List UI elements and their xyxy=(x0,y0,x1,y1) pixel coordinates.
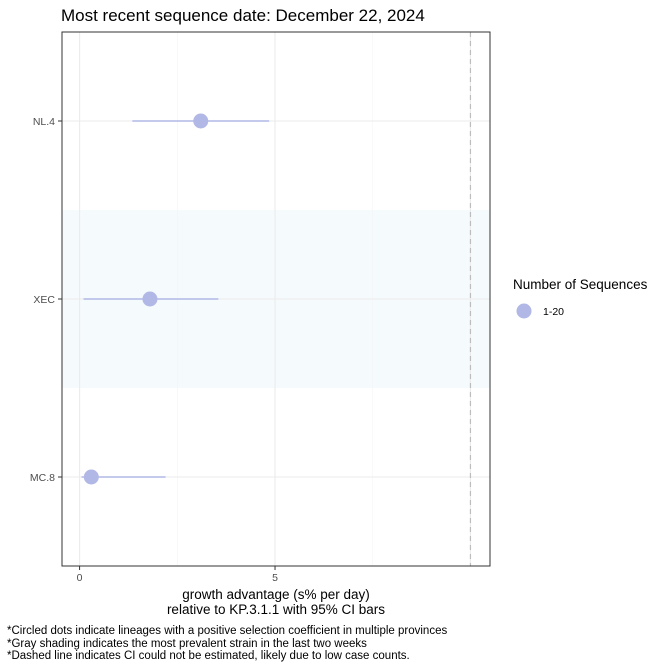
footnote-circled-dots: *Circled dots indicate lineages with a p… xyxy=(7,625,448,637)
y-tick-label: MC.8 xyxy=(30,472,55,484)
footnote-gray-shading: *Gray shading indicates the most prevale… xyxy=(7,637,367,650)
legend-key xyxy=(516,303,532,319)
point-mc-8 xyxy=(83,469,99,485)
point-xec xyxy=(142,291,158,307)
x-tick-label: 5 xyxy=(272,572,278,584)
legend-label: 1-20 xyxy=(543,306,564,318)
x-axis-label-line1: growth advantage (s% per day) xyxy=(182,587,370,602)
legend-title: Number of Sequences xyxy=(513,277,648,292)
y-tick-label: XEC xyxy=(33,294,55,306)
y-tick-label: NL.4 xyxy=(33,116,55,128)
legend: Number of Sequences 1-20 xyxy=(513,277,648,319)
chart-title: Most recent sequence date: December 22, … xyxy=(61,6,425,25)
point-nl-4 xyxy=(193,113,209,129)
footnote-dashed-line: *Dashed line indicates CI could not be e… xyxy=(7,650,410,662)
footnotes: *Circled dots indicate lineages with a p… xyxy=(7,625,447,663)
x-axis-label-line2: relative to KP.3.1.1 with 95% CI bars xyxy=(167,602,385,617)
growth-advantage-chart: Most recent sequence date: December 22, … xyxy=(30,6,648,617)
x-tick-label: 0 xyxy=(77,572,83,584)
